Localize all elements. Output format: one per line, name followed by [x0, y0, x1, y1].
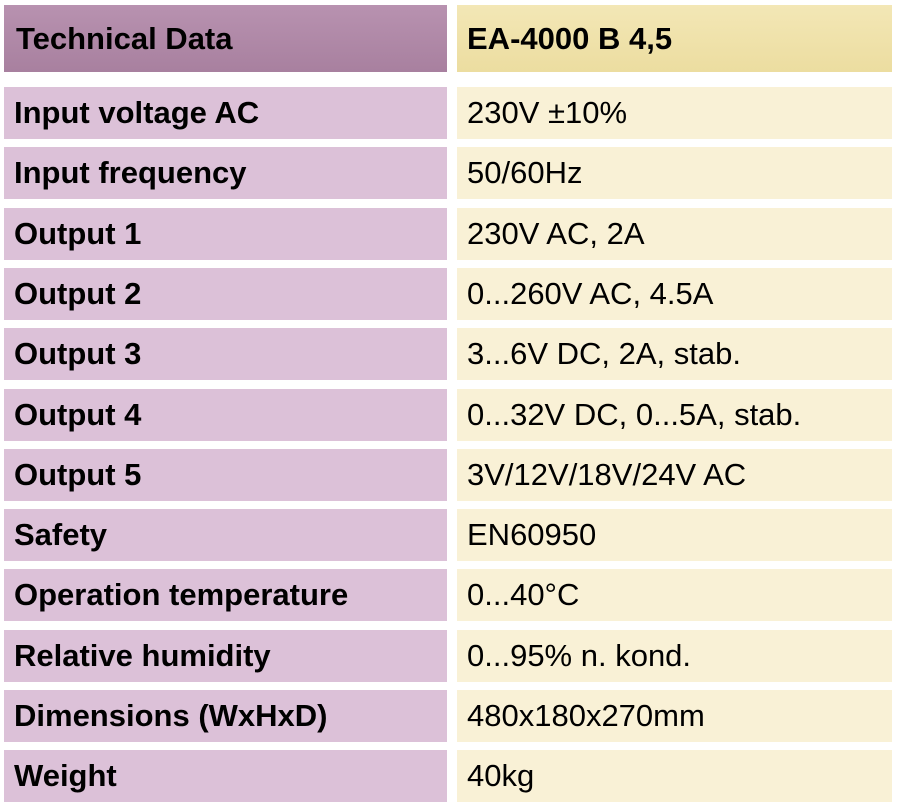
row-label: Output 4 [4, 388, 447, 441]
row-value: 50/60Hz [457, 147, 892, 200]
row-value: 40kg [457, 750, 892, 803]
row-label: Input frequency [4, 147, 447, 200]
row-value: 0...260V AC, 4.5A [457, 267, 892, 320]
row-label: Output 1 [4, 207, 447, 260]
row-value: 0...40°C [457, 569, 892, 622]
row-label: Output 3 [4, 328, 447, 381]
header-model: EA-4000 B 4,5 [457, 5, 892, 72]
row-label: Output 2 [4, 267, 447, 320]
row-label: Weight [4, 750, 447, 803]
row-value: 3V/12V/18V/24V AC [457, 448, 892, 501]
row-label: Relative humidity [4, 629, 447, 682]
row-value: 0...95% n. kond. [457, 629, 892, 682]
row-value: 0...32V DC, 0...5A, stab. [457, 388, 892, 441]
row-value: 3...6V DC, 2A, stab. [457, 328, 892, 381]
row-label: Input voltage AC [4, 87, 447, 139]
row-value: 480x180x270mm [457, 690, 892, 742]
row-label: Safety [4, 509, 447, 562]
row-value: 230V ±10% [457, 87, 892, 139]
row-value: EN60950 [457, 509, 892, 562]
row-label: Operation temperature [4, 569, 447, 622]
row-value: 230V AC, 2A [457, 207, 892, 260]
row-label: Dimensions (WxHxD) [4, 690, 447, 742]
row-label: Output 5 [4, 448, 447, 501]
header-title: Technical Data [4, 5, 447, 72]
